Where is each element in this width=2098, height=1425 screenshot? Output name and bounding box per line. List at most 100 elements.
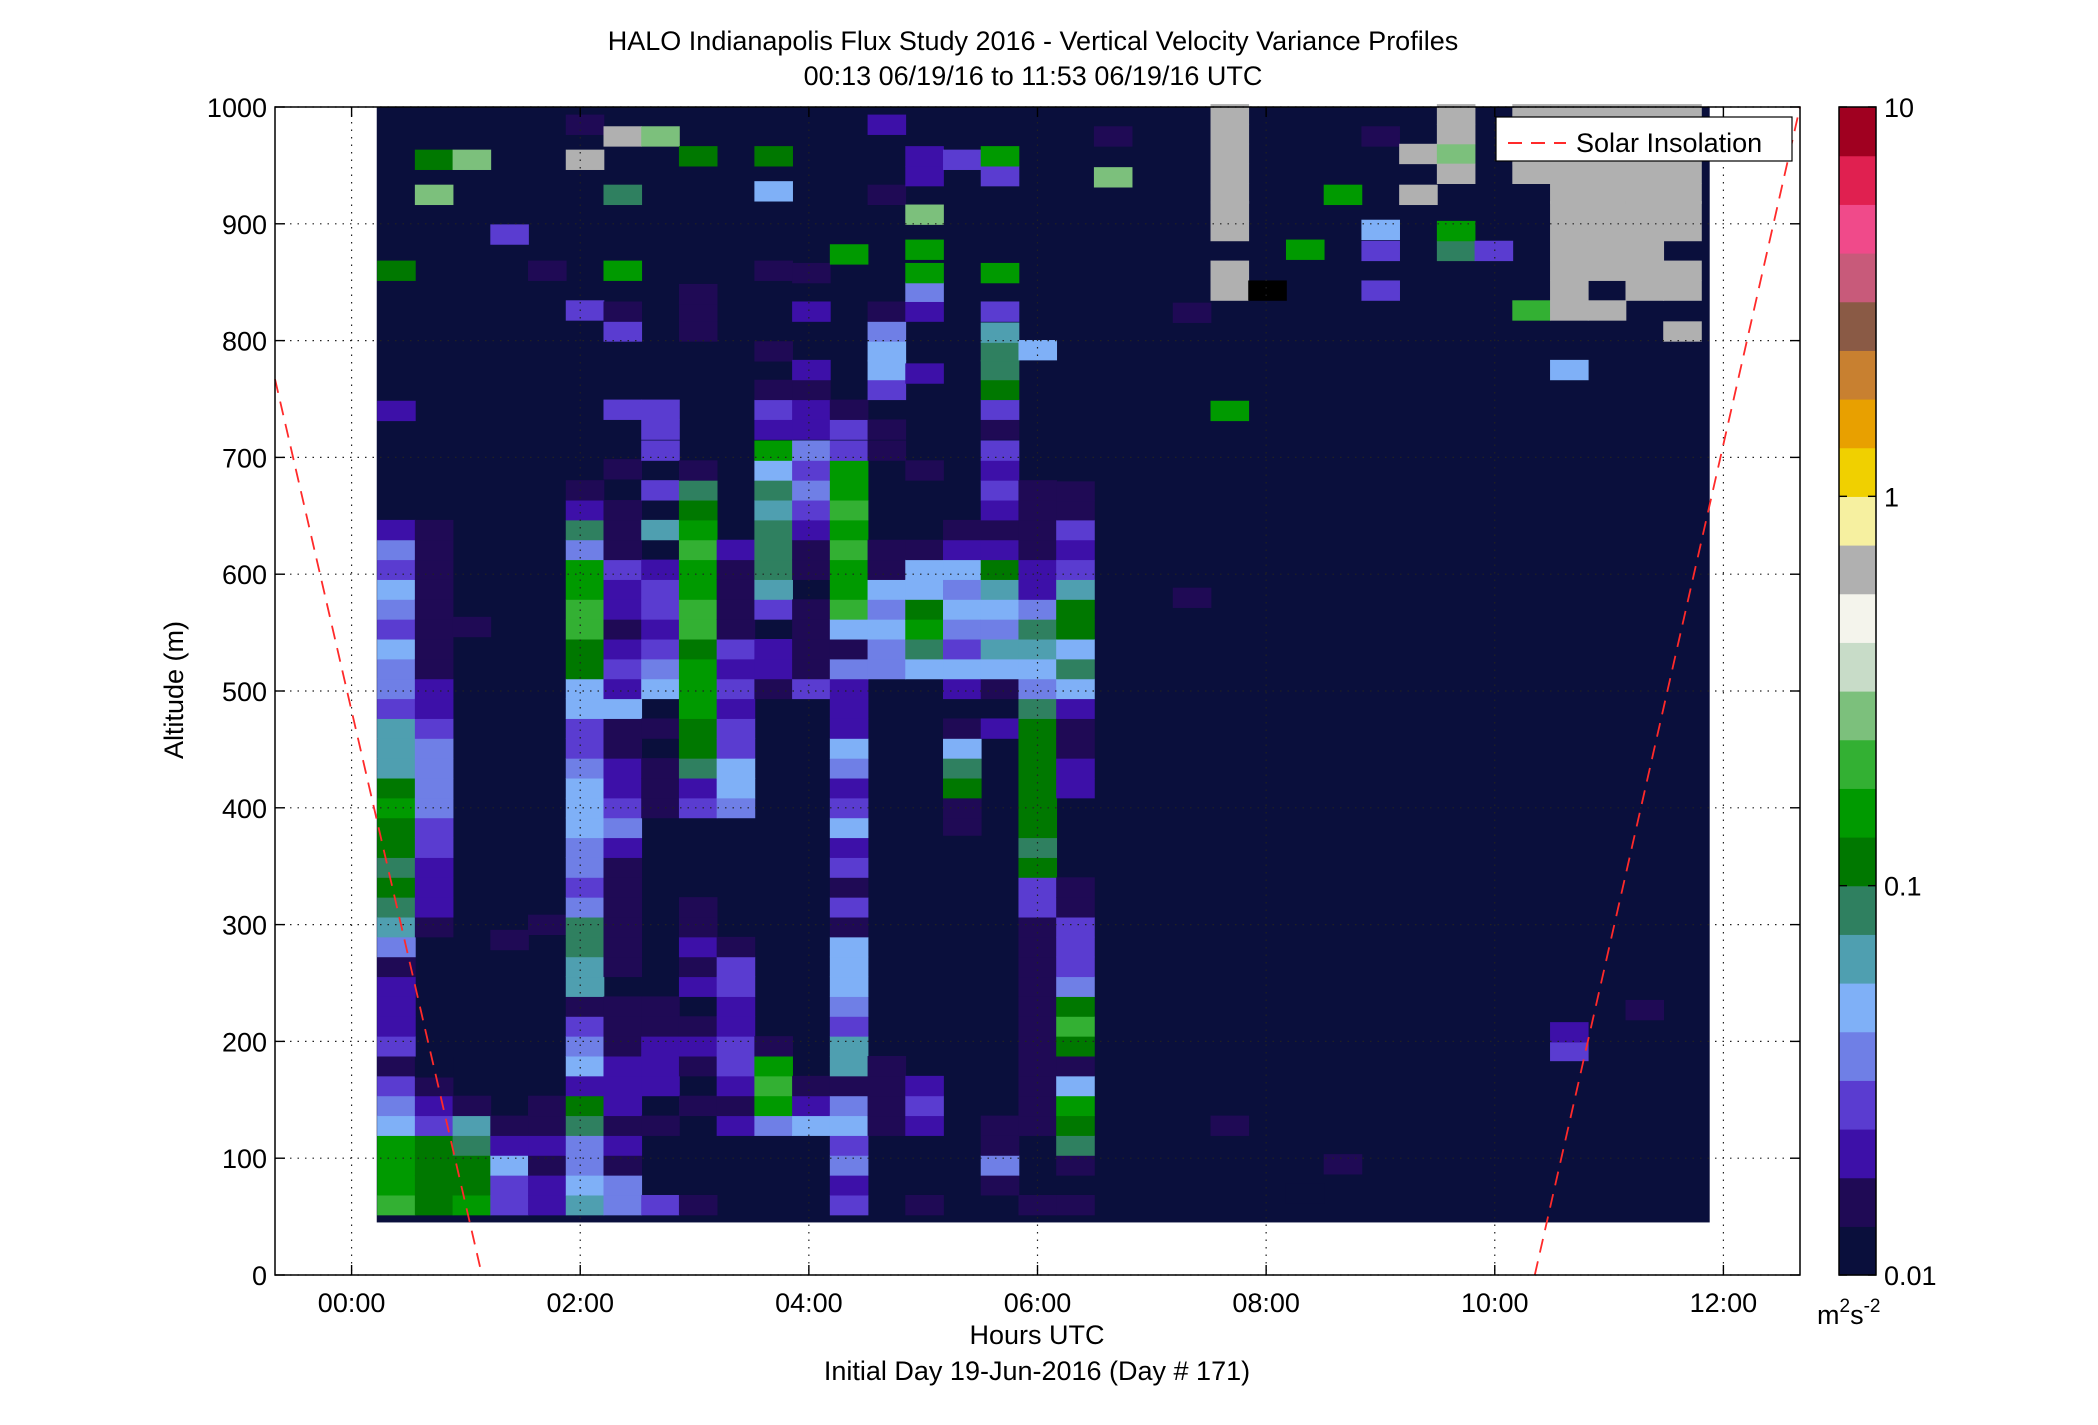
- heatmap-cell: [678, 619, 718, 640]
- heatmap-cell: [603, 698, 643, 719]
- heatmap-cell: [829, 738, 869, 759]
- heatmap-cell: [716, 718, 756, 739]
- heatmap-cell: [867, 379, 907, 401]
- y-tick-label: 700: [222, 443, 267, 473]
- heatmap-cell: [829, 559, 869, 580]
- heatmap-cell: [1056, 678, 1095, 700]
- heatmap-cell: [1550, 300, 1589, 321]
- heatmap-cell: [678, 519, 718, 541]
- chart-title: HALO Indianapolis Flux Study 2016 - Vert…: [608, 26, 1458, 56]
- heatmap-cell: [829, 778, 869, 799]
- colorbar-band: [1839, 1129, 1876, 1179]
- heatmap-cell: [829, 837, 869, 858]
- heatmap-cell: [829, 877, 869, 898]
- heatmap-cell: [905, 239, 944, 260]
- heatmap-cell: [377, 1095, 416, 1117]
- heatmap-cell: [943, 815, 982, 836]
- heatmap-cell: [377, 718, 416, 739]
- heatmap-cell: [943, 639, 982, 660]
- heatmap-cell: [678, 698, 718, 719]
- heatmap-cell: [792, 1075, 831, 1097]
- heatmap-cell: [377, 678, 416, 700]
- x-tick-label: 10:00: [1461, 1288, 1529, 1318]
- heatmap-cell: [414, 678, 454, 700]
- heatmap-cell: [603, 321, 643, 342]
- heatmap-cell: [754, 379, 793, 401]
- heatmap-cell: [905, 301, 944, 322]
- heatmap-cell: [1018, 559, 1058, 580]
- heatmap-cell: [980, 619, 1020, 640]
- colorbar-tick-label: 1: [1884, 482, 1899, 512]
- colorbar-band: [1839, 983, 1876, 1033]
- heatmap-cell: [1056, 500, 1095, 521]
- heatmap-cell: [943, 149, 982, 170]
- heatmap-cell: [1018, 579, 1058, 600]
- heatmap-cell: [603, 1095, 643, 1117]
- heatmap-cell: [1018, 897, 1058, 918]
- heatmap-cell: [377, 817, 416, 839]
- heatmap-cell: [980, 519, 1020, 541]
- colorbar-band: [1839, 837, 1876, 887]
- heatmap-cell: [980, 658, 1020, 680]
- heatmap-cell: [641, 579, 680, 600]
- heatmap-cell: [829, 678, 869, 700]
- heatmap-cell: [1587, 201, 1627, 222]
- heatmap-cell: [867, 440, 907, 461]
- heatmap-cell: [1018, 996, 1058, 1017]
- heatmap-cell: [603, 539, 643, 561]
- heatmap-cell: [414, 1155, 454, 1176]
- heatmap-cell: [1323, 1154, 1363, 1175]
- heatmap-cell: [414, 579, 454, 600]
- heatmap-cell: [716, 639, 756, 660]
- colorbar-frame: [1838, 106, 1877, 1276]
- heatmap-cell: [377, 619, 416, 640]
- colorbar-band: [1839, 107, 1876, 157]
- heatmap-cell: [905, 165, 944, 187]
- heatmap-cell: [943, 519, 982, 541]
- heatmap-cell: [1018, 1194, 1058, 1216]
- heatmap-cell: [980, 1155, 1020, 1176]
- x-tick-label: 00:00: [318, 1288, 386, 1318]
- heatmap-cell: [829, 1115, 869, 1136]
- heatmap-cell: [1093, 167, 1133, 188]
- heatmap-cell: [1018, 500, 1058, 521]
- heatmap-cell: [565, 797, 605, 819]
- heatmap-cell: [565, 300, 605, 321]
- heatmap-cell: [603, 877, 643, 898]
- heatmap-cell: [678, 559, 718, 580]
- heatmap-cell: [1361, 126, 1400, 147]
- heatmap-cell: [565, 837, 605, 858]
- heatmap-cell: [829, 579, 869, 600]
- heatmap-cell: [377, 1036, 416, 1057]
- colorbar-band: [1839, 739, 1876, 789]
- heatmap-cell: [716, 758, 756, 779]
- heatmap-cell: [414, 599, 454, 620]
- heatmap-cell: [603, 837, 643, 858]
- heatmap-cell: [1663, 183, 1702, 204]
- heatmap-cell: [716, 678, 756, 700]
- heatmap-cell: [829, 658, 869, 680]
- heatmap-cell: [1018, 778, 1058, 799]
- heatmap-cell: [565, 1056, 605, 1077]
- heatmap-cell: [792, 460, 831, 481]
- heatmap-cell: [1550, 220, 1589, 242]
- heatmap-cell: [377, 698, 416, 719]
- heatmap-cell: [603, 778, 643, 799]
- heatmap-cell: [905, 658, 944, 680]
- colorbar-band: [1839, 934, 1876, 984]
- heatmap-cell: [716, 778, 756, 799]
- heatmap-cell: [1625, 220, 1665, 242]
- heatmap-cell: [414, 698, 454, 719]
- heatmap-cell: [1018, 956, 1058, 978]
- heatmap-cell: [1550, 163, 1589, 185]
- heatmap-cell: [565, 519, 605, 541]
- heatmap-cell: [414, 758, 454, 779]
- heatmap-cell: [905, 460, 944, 481]
- heatmap-cell: [641, 559, 680, 580]
- heatmap-cell: [678, 599, 718, 620]
- heatmap-cell: [1587, 240, 1627, 262]
- heatmap-cell: [754, 1036, 793, 1057]
- heatmap-cell: [829, 539, 869, 561]
- heatmap-cell: [414, 917, 454, 938]
- heatmap-cell: [678, 283, 718, 305]
